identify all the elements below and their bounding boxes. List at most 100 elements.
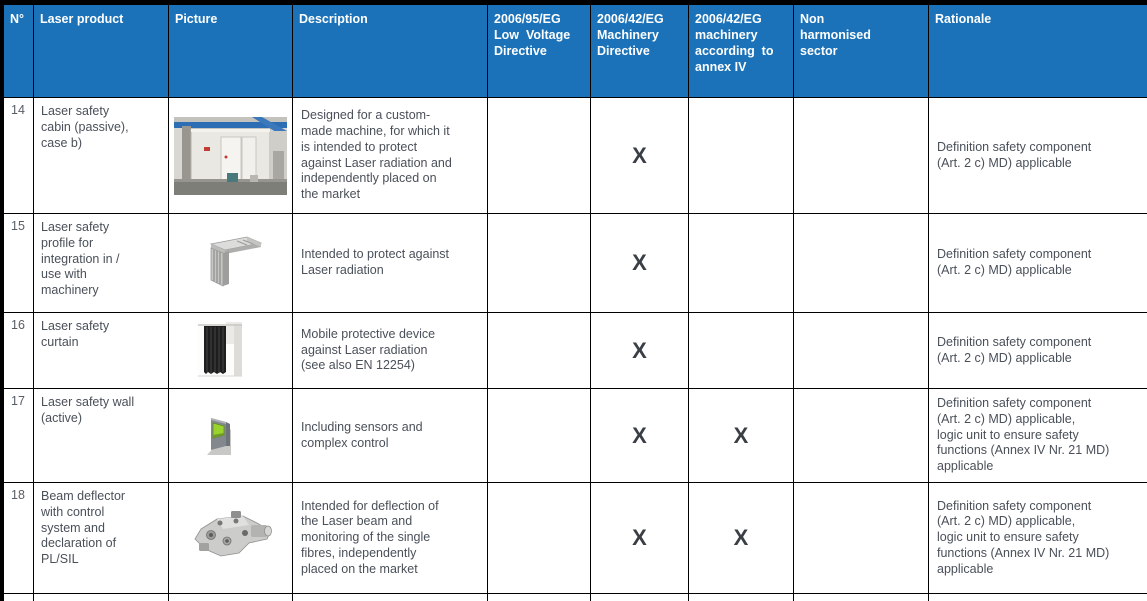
- col-header-label: 2006/95/EG Low Voltage Directive: [494, 12, 571, 58]
- lvd-mark-cell: [487, 482, 591, 594]
- rationale-text: Definition safety component (Art. 2 c) M…: [937, 139, 1092, 170]
- empty-cell: [292, 593, 488, 601]
- non-harmonised-mark-cell: [793, 97, 929, 214]
- annex-iv-mark-cell: [688, 97, 794, 214]
- description-text: Designed for a custom- made machine, for…: [301, 108, 452, 201]
- col-header-number: N°: [3, 4, 34, 98]
- laser-product-text: Laser safety curtain: [41, 319, 110, 349]
- rationale-text: Definition safety component (Art. 2 c) M…: [937, 396, 1110, 474]
- annex-iv-mark-cell: [688, 312, 794, 389]
- col-header-low-voltage-directive: 2006/95/EG Low Voltage Directive: [487, 4, 591, 98]
- empty-cell: [793, 593, 929, 601]
- table-row-partial: [3, 593, 1147, 601]
- laser-product-cell: Laser safety profile for integration in …: [33, 213, 169, 313]
- col-header-label: Description: [299, 12, 368, 26]
- machinery-directive-mark-cell: X: [590, 97, 689, 214]
- rationale-text: Definition safety component (Art. 2 c) M…: [937, 247, 1092, 277]
- non-harmonised-mark-cell: [793, 482, 929, 594]
- annex-iv-mark-cell: X: [688, 482, 794, 594]
- empty-cell: [3, 593, 34, 601]
- row-number: 18: [3, 482, 34, 594]
- empty-cell: [590, 593, 689, 601]
- col-header-laser-product: Laser product: [33, 4, 169, 98]
- laser-products-table: N° Laser product Picture Description 200…: [3, 4, 1147, 601]
- empty-cell: [928, 593, 1147, 601]
- lvd-mark-cell: [487, 312, 591, 389]
- col-header-annex-iv: 2006/42/EG machinery according to annex …: [688, 4, 794, 98]
- annex-iv-mark-cell: [688, 213, 794, 313]
- non-harmonised-mark-cell: [793, 213, 929, 313]
- description-cell: Intended for deflection of the Laser bea…: [292, 482, 488, 594]
- empty-cell: [487, 593, 591, 601]
- col-header-label: Non harmonised sector: [800, 12, 871, 58]
- empty-cell: [168, 593, 293, 601]
- laser-safety-wall-photo: [203, 413, 237, 459]
- lvd-mark-cell: [487, 213, 591, 313]
- empty-cell: [33, 593, 169, 601]
- col-header-label: 2006/42/EG machinery according to annex …: [695, 12, 774, 74]
- description-cell: Including sensors and complex control: [292, 388, 488, 483]
- description-cell: Mobile protective device against Laser r…: [292, 312, 488, 389]
- row-number: 14: [3, 97, 34, 214]
- annex-iv-mark-cell: X: [688, 388, 794, 483]
- laser-safety-curtain-photo: [197, 321, 242, 380]
- empty-cell: [688, 593, 794, 601]
- col-header-label: N°: [10, 12, 25, 26]
- laser-product-cell: Laser safety curtain: [33, 312, 169, 389]
- col-header-label: 2006/42/EG Machinery Directive: [597, 12, 664, 58]
- col-header-machinery-directive: 2006/42/EG Machinery Directive: [590, 4, 689, 98]
- table-row: 15 Laser safety profile for integration …: [3, 213, 1147, 313]
- col-header-non-harmonised: Non harmonised sector: [793, 4, 929, 98]
- table-header-row: N° Laser product Picture Description 200…: [3, 4, 1147, 98]
- rationale-text: Definition safety component (Art. 2 c) M…: [937, 334, 1092, 365]
- lvd-mark-cell: [487, 97, 591, 214]
- rationale-cell: Definition safety component (Art. 2 c) M…: [928, 97, 1147, 214]
- table-row: 18 Beam deflector with control system an…: [3, 482, 1147, 594]
- picture-cell: [168, 97, 293, 214]
- table-row: 14 Laser safety cabin (passive), case b): [3, 97, 1147, 214]
- picture-cell: [168, 312, 293, 389]
- col-header-label: Picture: [175, 12, 218, 26]
- picture-cell: [168, 213, 293, 313]
- picture-cell: [168, 482, 293, 594]
- rationale-cell: Definition safety component (Art. 2 c) M…: [928, 312, 1147, 389]
- non-harmonised-mark-cell: [793, 312, 929, 389]
- rationale-cell: Definition safety component (Art. 2 c) M…: [928, 213, 1147, 313]
- machinery-directive-mark-cell: X: [590, 482, 689, 594]
- machinery-directive-mark-cell: X: [590, 312, 689, 389]
- non-harmonised-mark-cell: [793, 388, 929, 483]
- laser-safety-cabin-photo: [174, 116, 287, 195]
- machinery-directive-mark-cell: X: [590, 388, 689, 483]
- laser-product-cell: Laser safety cabin (passive), case b): [33, 97, 169, 214]
- row-number: 17: [3, 388, 34, 483]
- laser-product-cell: Laser safety wall (active): [33, 388, 169, 483]
- picture-cell: [168, 388, 293, 483]
- rationale-text: Definition safety component (Art. 2 c) M…: [937, 498, 1110, 576]
- laser-safety-profile-photo: [199, 234, 263, 292]
- col-header-label: Laser product: [40, 12, 124, 26]
- col-header-picture: Picture: [168, 4, 293, 98]
- rationale-cell: Definition safety component (Art. 2 c) M…: [928, 388, 1147, 483]
- row-number: 16: [3, 312, 34, 389]
- table-row: 17 Laser safety wall (active) Including …: [3, 388, 1147, 483]
- beam-deflector-photo: [187, 509, 275, 567]
- machinery-directive-mark-cell: X: [590, 213, 689, 313]
- lvd-mark-cell: [487, 388, 591, 483]
- row-number: 15: [3, 213, 34, 313]
- laser-product-text: Beam deflector with control system and d…: [41, 489, 126, 566]
- table-row: 16 Laser safety curtain: [3, 312, 1147, 389]
- description-text: Including sensors and complex control: [301, 419, 423, 450]
- laser-product-text: Laser safety profile for integration in …: [41, 220, 120, 297]
- col-header-label: Rationale: [935, 12, 992, 26]
- col-header-description: Description: [292, 4, 488, 98]
- description-text: Mobile protective device against Laser r…: [301, 326, 436, 373]
- description-text: Intended for deflection of the Laser bea…: [301, 498, 439, 576]
- description-cell: Designed for a custom- made machine, for…: [292, 97, 488, 214]
- laser-product-cell: Beam deflector with control system and d…: [33, 482, 169, 594]
- description-text: Intended to protect against Laser radiat…: [301, 247, 450, 277]
- laser-product-text: Laser safety cabin (passive), case b): [41, 104, 129, 150]
- laser-product-text: Laser safety wall (active): [41, 395, 135, 425]
- rationale-cell: Definition safety component (Art. 2 c) M…: [928, 482, 1147, 594]
- description-cell: Intended to protect against Laser radiat…: [292, 213, 488, 313]
